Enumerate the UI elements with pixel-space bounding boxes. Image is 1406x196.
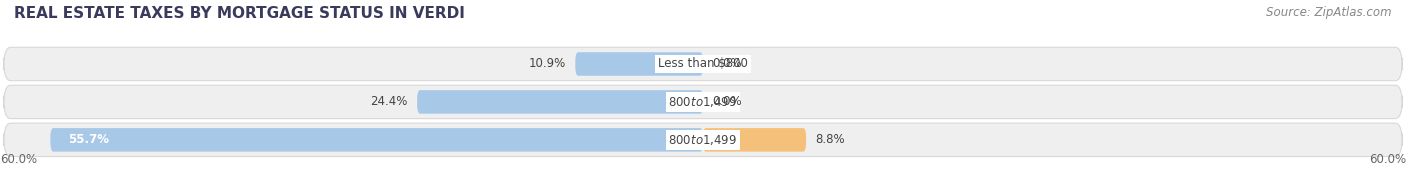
Text: $800 to $1,499: $800 to $1,499 xyxy=(668,133,738,147)
Legend: Without Mortgage, With Mortgage: Without Mortgage, With Mortgage xyxy=(581,193,825,196)
Text: 0.0%: 0.0% xyxy=(713,95,742,108)
Text: $800 to $1,499: $800 to $1,499 xyxy=(668,95,738,109)
Text: 55.7%: 55.7% xyxy=(67,133,108,146)
FancyBboxPatch shape xyxy=(3,47,1403,81)
FancyBboxPatch shape xyxy=(3,123,1403,157)
Text: 10.9%: 10.9% xyxy=(529,57,565,71)
FancyBboxPatch shape xyxy=(418,90,703,114)
FancyBboxPatch shape xyxy=(51,128,703,152)
Text: Less than $800: Less than $800 xyxy=(658,57,748,71)
FancyBboxPatch shape xyxy=(703,128,806,152)
FancyBboxPatch shape xyxy=(3,85,1403,119)
Text: 60.0%: 60.0% xyxy=(0,153,37,166)
Text: 0.0%: 0.0% xyxy=(713,57,742,71)
Text: 24.4%: 24.4% xyxy=(370,95,408,108)
Text: Source: ZipAtlas.com: Source: ZipAtlas.com xyxy=(1267,6,1392,19)
Text: 60.0%: 60.0% xyxy=(1369,153,1406,166)
FancyBboxPatch shape xyxy=(575,52,703,76)
Text: 8.8%: 8.8% xyxy=(815,133,845,146)
Text: REAL ESTATE TAXES BY MORTGAGE STATUS IN VERDI: REAL ESTATE TAXES BY MORTGAGE STATUS IN … xyxy=(14,6,465,21)
